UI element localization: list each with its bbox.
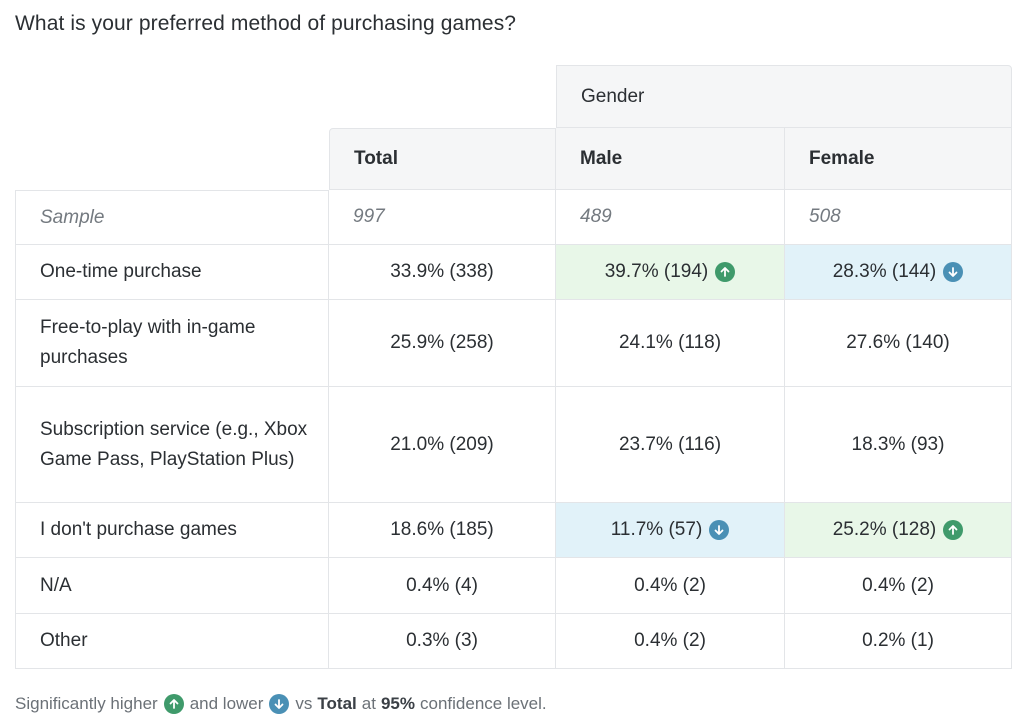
arrow-up-icon <box>715 262 736 282</box>
table-cell-value-text: 23.7% (116) <box>618 433 722 455</box>
table-cell-value-text: 27.6% (140) <box>846 332 950 353</box>
sample-label-text: Sample <box>40 206 105 228</box>
table-cell-value: 33.9% (338) <box>329 245 556 300</box>
row-label-text: I don't purchase games <box>40 519 237 540</box>
legend-text-at: at <box>361 694 376 713</box>
table-cell-value: 0.4% (4) <box>329 558 556 614</box>
table-cell-value-text: 11.7% (57) <box>610 519 703 540</box>
row-label-text: Free-to-play with in-game purchases <box>40 317 256 368</box>
sample-value: 489 <box>556 190 785 245</box>
arrow-up-icon <box>943 520 964 540</box>
sample-value: 997 <box>329 190 556 245</box>
row-label: Free-to-play with in-game purchases <box>15 300 329 387</box>
table-cell-value-text: 18.6% (185) <box>390 519 494 540</box>
row-label-text: Subscription service (e.g., Xbox Game Pa… <box>40 418 308 470</box>
table-cell-value: 25.9% (258) <box>329 300 556 387</box>
table-cell-value-text: 0.4% (2) <box>634 630 706 651</box>
table-cell-value: 0.4% (2) <box>785 558 1012 614</box>
column-header-female-text: Female <box>809 147 875 169</box>
table-cell-value-text: 0.3% (3) <box>406 630 478 651</box>
sample-value-text: 489 <box>580 206 612 227</box>
table-cell-value: 0.3% (3) <box>329 614 556 669</box>
legend-text-vs: vs <box>295 694 313 713</box>
arrow-up-icon <box>163 694 184 714</box>
legend-total-word: Total <box>317 694 357 713</box>
row-label: I don't purchase games <box>15 503 329 558</box>
table-cell-value-text: 0.2% (1) <box>862 630 934 651</box>
table-cell-value: 18.6% (185) <box>329 503 556 558</box>
table-cell-value-text: 28.3% (144) <box>832 261 937 282</box>
row-label-text: Other <box>40 630 88 651</box>
table-cell-value: 11.7% (57) <box>556 503 785 558</box>
table-cell-value-text: 25.2% (128) <box>832 519 937 540</box>
row-label: N/A <box>15 558 329 614</box>
row-label: One-time purchase <box>15 245 329 300</box>
group-header-gender: Gender <box>556 65 1012 128</box>
sample-value: 508 <box>785 190 1012 245</box>
table-cell-value: 0.4% (2) <box>556 558 785 614</box>
table-cell-value-text: 0.4% (2) <box>634 574 706 596</box>
table-cell-value: 0.4% (2) <box>556 614 785 669</box>
table-cell-value-text: 0.4% (2) <box>862 574 934 596</box>
table-cell-value: 21.0% (209) <box>329 387 556 503</box>
significance-legend: Significantly higher and lower vs Total … <box>15 694 547 714</box>
legend-text-higher: Significantly higher <box>15 694 158 713</box>
table-cell-value: 27.6% (140) <box>785 300 1012 387</box>
table-cell-value-text: 24.1% (118) <box>618 332 722 353</box>
table-cell-value: 24.1% (118) <box>556 300 785 387</box>
table-cell-value-text: 39.7% (194) <box>604 261 709 282</box>
group-header-gender-text: Gender <box>581 85 645 107</box>
table-cell-value-text: 25.9% (258) <box>390 332 494 353</box>
sample-value-text: 997 <box>353 206 385 227</box>
sample-label: Sample <box>15 190 329 245</box>
arrow-down-icon <box>269 694 290 714</box>
column-header-female: Female <box>785 128 1012 190</box>
column-header-total: Total <box>329 128 556 190</box>
table-cell-value-text: 21.0% (209) <box>390 433 494 455</box>
row-label-text: One-time purchase <box>40 261 202 282</box>
arrow-down-icon <box>709 520 730 540</box>
column-header-male-text: Male <box>580 147 623 169</box>
table-cell-value: 28.3% (144) <box>785 245 1012 300</box>
table-cell-value: 39.7% (194) <box>556 245 785 300</box>
sample-value-text: 508 <box>809 206 841 227</box>
column-header-total-text: Total <box>354 148 398 169</box>
table-cell-value-text: 18.3% (93) <box>851 433 945 455</box>
table-cell-value: 0.2% (1) <box>785 614 1012 669</box>
row-label: Subscription service (e.g., Xbox Game Pa… <box>15 387 329 503</box>
table-cell-value-text: 0.4% (4) <box>406 574 478 596</box>
table-cell-value-text: 33.9% (338) <box>390 261 494 282</box>
legend-text-level: confidence level. <box>420 694 547 713</box>
legend-text-lower: and lower <box>189 694 264 713</box>
table-cell-value: 18.3% (93) <box>785 387 1012 503</box>
legend-confidence: 95% <box>380 694 415 713</box>
column-header-male: Male <box>556 128 785 190</box>
table-cell-value: 25.2% (128) <box>785 503 1012 558</box>
question-title: What is your preferred method of purchas… <box>15 12 517 35</box>
table-cell-value: 23.7% (116) <box>556 387 785 503</box>
row-label: Other <box>15 614 329 669</box>
arrow-down-icon <box>943 262 964 282</box>
row-label-text: N/A <box>40 574 72 596</box>
